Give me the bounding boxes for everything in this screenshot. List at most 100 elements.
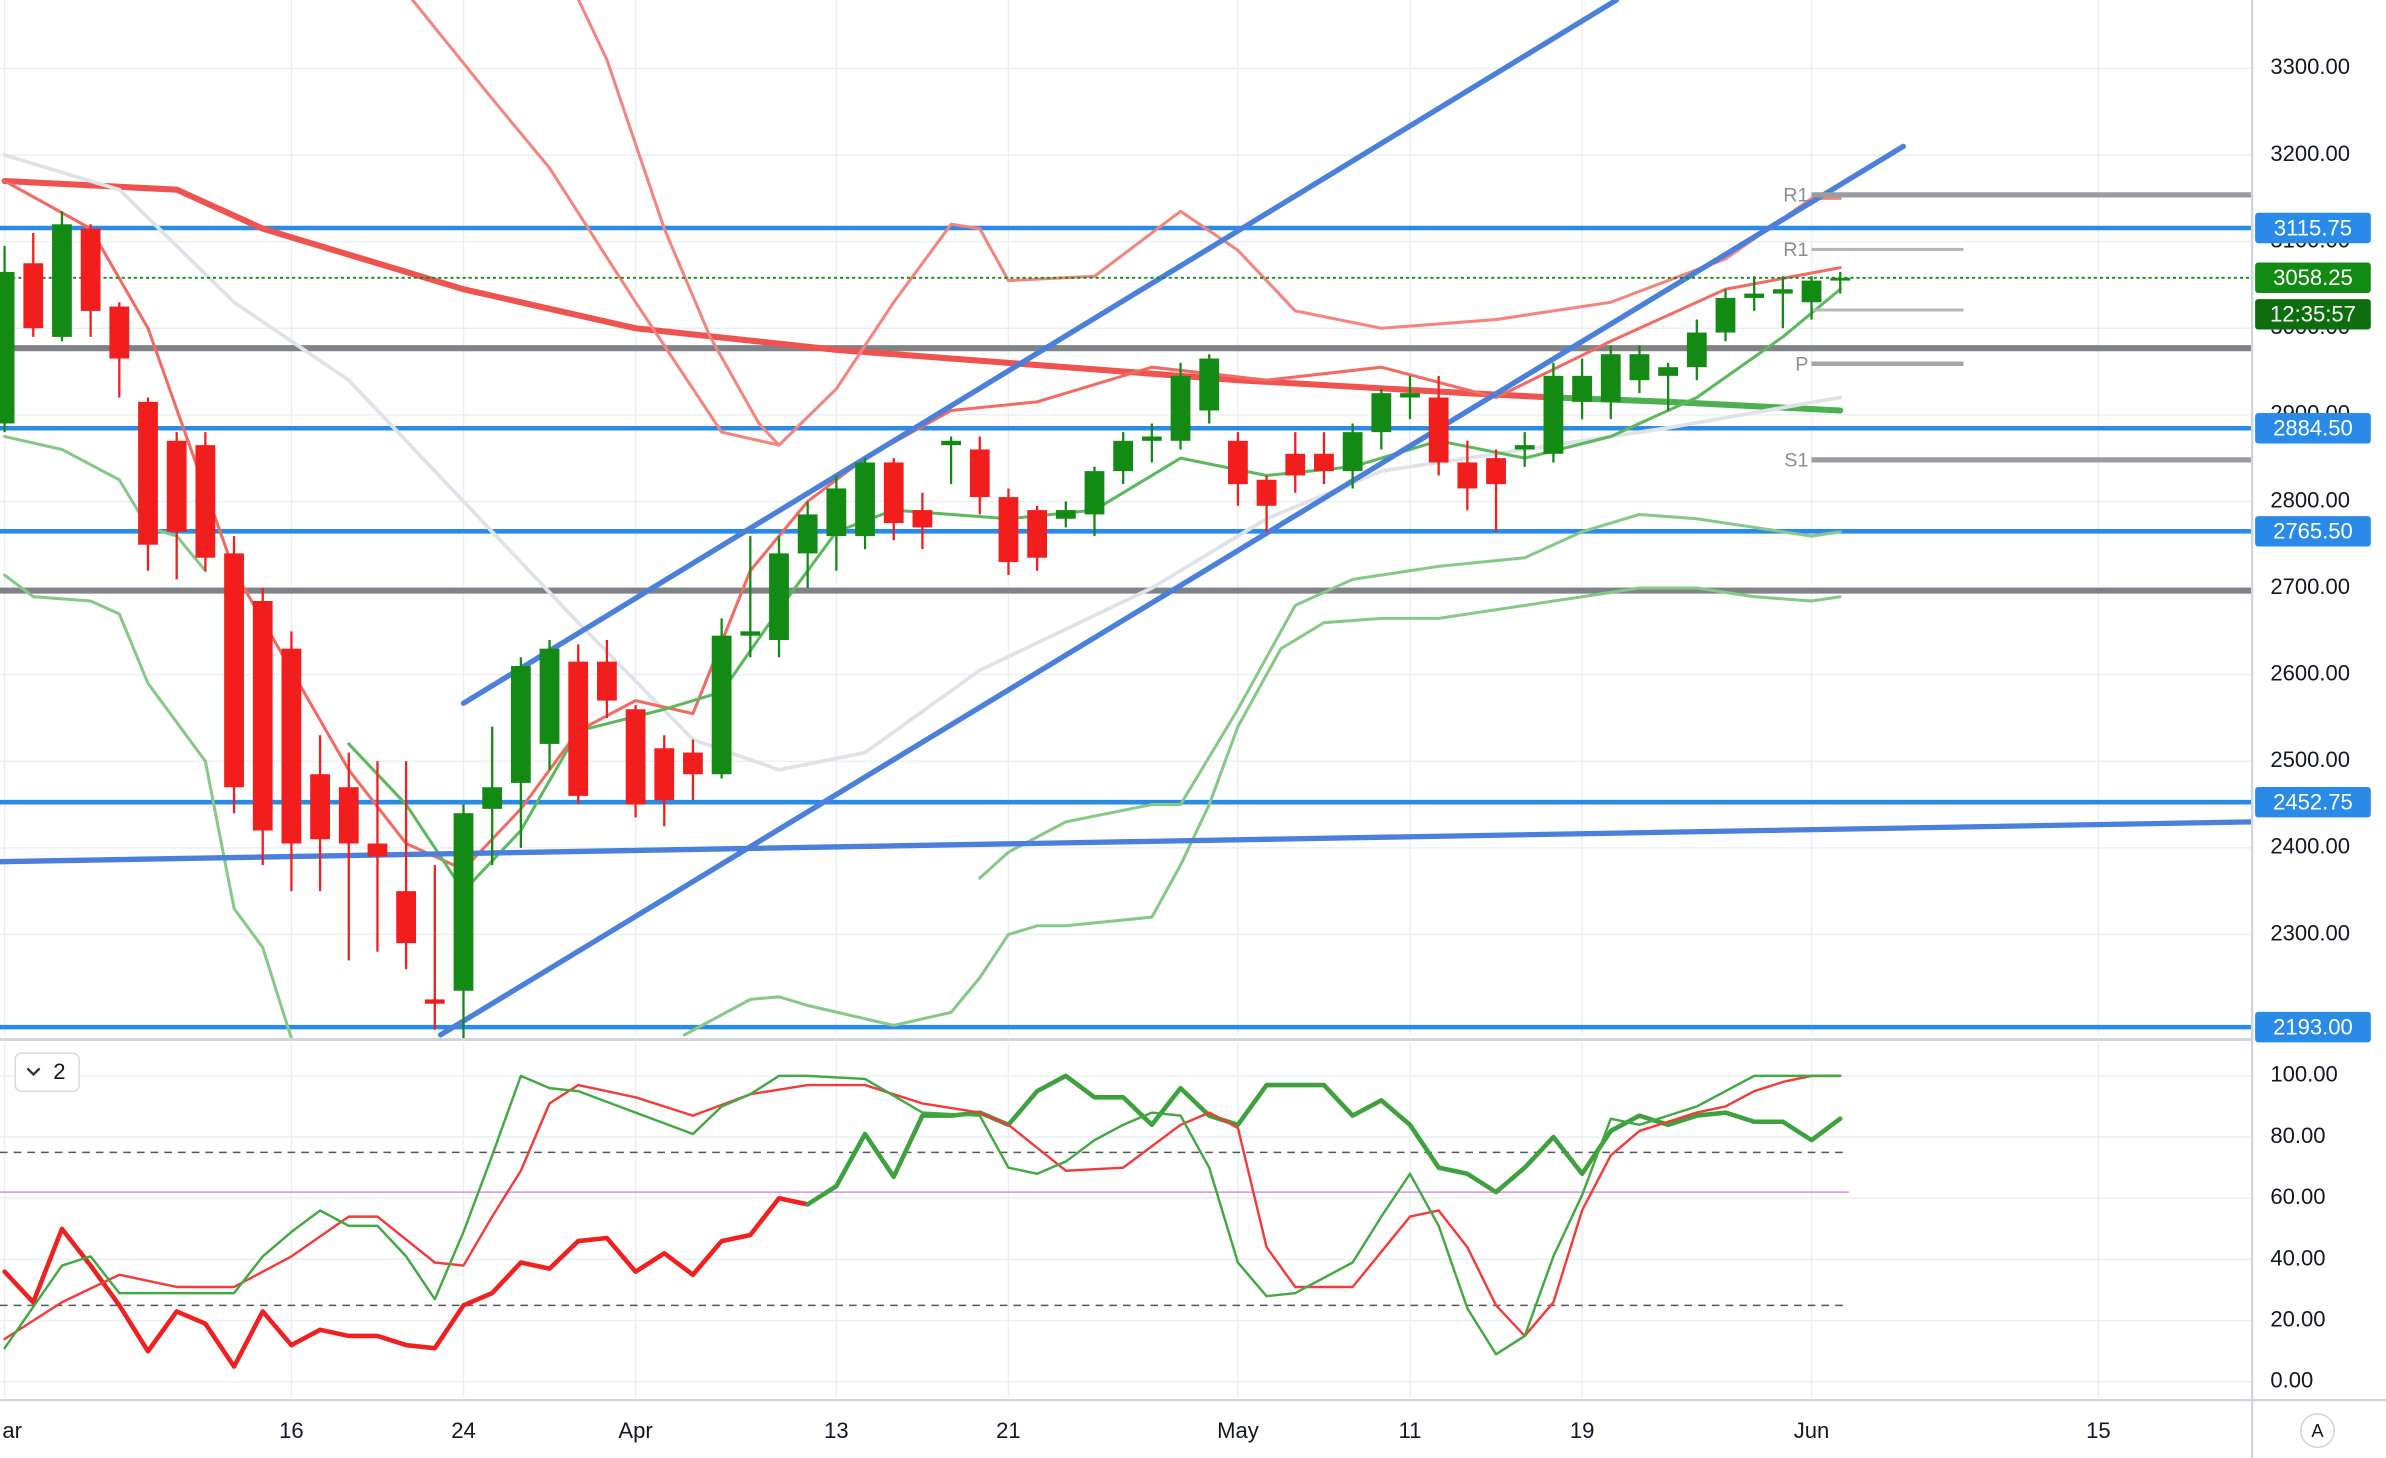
indicator-line bbox=[410, 0, 1842, 447]
candle-body bbox=[1371, 393, 1392, 433]
candle-body bbox=[1400, 393, 1420, 398]
level-tag-label: 2193.00 bbox=[2273, 1014, 2353, 1039]
trendline bbox=[460, 0, 1620, 706]
oscillator-line bbox=[3, 1074, 1842, 1356]
candle-body bbox=[396, 891, 417, 944]
candle-body bbox=[1170, 375, 1191, 441]
candle-body bbox=[1256, 479, 1277, 506]
level-tag bbox=[2255, 413, 2371, 444]
candle-body bbox=[1113, 440, 1134, 472]
candle-body bbox=[1514, 445, 1535, 450]
x-tick-label: 19 bbox=[1570, 1418, 1595, 1443]
oscillator-panel bbox=[0, 1042, 2253, 1398]
candle-body bbox=[453, 813, 474, 991]
candle-body bbox=[683, 752, 703, 775]
candle-body bbox=[0, 271, 15, 424]
x-tick-label: Apr bbox=[618, 1418, 652, 1443]
level-tag bbox=[2255, 516, 2371, 547]
chevron bbox=[26, 1067, 41, 1077]
pivot-label: P bbox=[1795, 353, 1808, 375]
indicator-button[interactable]: 2 bbox=[14, 1052, 80, 1092]
candle-body bbox=[338, 787, 359, 844]
indicator-line bbox=[576, 0, 781, 447]
candle-body bbox=[855, 462, 875, 537]
x-tick-label: 15 bbox=[2086, 1418, 2111, 1443]
countdown-label: 12:35:57 bbox=[2270, 302, 2356, 327]
y-tick-label: 40.00 bbox=[2270, 1245, 2325, 1270]
candle-body bbox=[883, 462, 904, 524]
candle-body bbox=[424, 999, 445, 1004]
pivot-label: R1 bbox=[1783, 185, 1808, 207]
level-tag-label: 3115.75 bbox=[2274, 215, 2352, 240]
x-tick-label: ar bbox=[2, 1418, 22, 1443]
last-price-tag bbox=[2255, 262, 2371, 293]
candle-body bbox=[310, 774, 330, 840]
candle-body bbox=[1629, 354, 1650, 381]
candle-body bbox=[1658, 367, 1679, 376]
y-tick-label: 2500.00 bbox=[2270, 747, 2350, 772]
y-tick-label: 60.00 bbox=[2270, 1184, 2325, 1209]
candle-body bbox=[1314, 453, 1334, 472]
main-panel: R1 R1 P S1 bbox=[0, 0, 2253, 1038]
level-tag-label: 2765.50 bbox=[2273, 519, 2353, 544]
candle-body bbox=[195, 445, 216, 558]
button-frame bbox=[14, 1052, 80, 1092]
pivot-label: R1 bbox=[1783, 239, 1808, 261]
candle-body bbox=[138, 401, 158, 545]
candle-body bbox=[1199, 358, 1220, 411]
candle-body bbox=[1830, 277, 1851, 281]
candle-body bbox=[1084, 471, 1105, 515]
indicator-line bbox=[1, 177, 1557, 401]
button-frame bbox=[2300, 1413, 2336, 1449]
candle-body bbox=[797, 514, 818, 554]
trendline bbox=[437, 143, 1906, 1038]
candle-body bbox=[826, 488, 847, 537]
x-tick-label: 24 bbox=[451, 1418, 476, 1443]
candle-body bbox=[1686, 332, 1707, 368]
candle-body bbox=[912, 510, 933, 528]
indicator-line bbox=[2, 153, 1843, 772]
candle-body bbox=[597, 661, 617, 701]
candle-body bbox=[1543, 375, 1564, 454]
level-tag-label: 2452.75 bbox=[2273, 790, 2353, 815]
candle-body bbox=[80, 228, 101, 311]
candle-body bbox=[1027, 510, 1048, 558]
y-tick-label: 2800.00 bbox=[2270, 487, 2350, 512]
scale-button[interactable]: A bbox=[2300, 1413, 2336, 1449]
candle-body bbox=[1801, 280, 1822, 303]
candle-body bbox=[1228, 440, 1248, 485]
x-tick-label: 16 bbox=[279, 1418, 304, 1443]
candle-body bbox=[1285, 453, 1306, 476]
indicator-line bbox=[3, 573, 293, 1038]
level-tag bbox=[2255, 212, 2371, 244]
candle-body bbox=[1055, 510, 1076, 519]
candle-body bbox=[1772, 289, 1793, 294]
candle-body bbox=[1715, 297, 1736, 333]
button-label: 2 bbox=[53, 1059, 65, 1084]
candle-body bbox=[625, 709, 646, 805]
candle-body bbox=[23, 263, 44, 329]
last-price-label: 3058.25 bbox=[2273, 265, 2353, 290]
candle-body bbox=[166, 440, 187, 532]
level-tag-label: 2884.50 bbox=[2273, 416, 2353, 441]
candle-body bbox=[367, 843, 388, 857]
y-tick-label: 80.00 bbox=[2270, 1123, 2325, 1148]
pivot-label: S1 bbox=[1784, 450, 1808, 472]
candle-body bbox=[941, 440, 961, 446]
candle-body bbox=[1141, 436, 1162, 441]
candle-body bbox=[769, 553, 789, 640]
candle-body bbox=[109, 306, 130, 359]
level-tag bbox=[2255, 786, 2371, 818]
candle-body bbox=[1600, 354, 1621, 402]
y-tick-label: 3200.00 bbox=[2270, 141, 2350, 166]
candle-body bbox=[740, 631, 761, 636]
candle-body bbox=[281, 648, 302, 844]
x-tick-label: 13 bbox=[824, 1418, 849, 1443]
candle-body bbox=[969, 449, 990, 498]
x-tick-label: 21 bbox=[996, 1418, 1021, 1443]
y-tick-label: 2600.00 bbox=[2270, 660, 2350, 685]
candle-body bbox=[539, 648, 560, 744]
